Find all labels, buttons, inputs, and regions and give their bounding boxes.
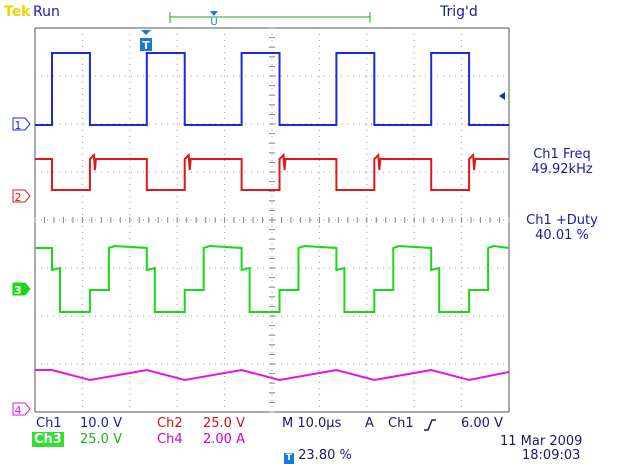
time-readout: 18:09:03 (522, 448, 581, 463)
trigger-point-icon: T (140, 30, 152, 52)
trigger-level-icon (499, 92, 505, 100)
ch2-scale-value: 25.0 V (203, 416, 245, 431)
trigger-status: Trig'd (440, 4, 478, 20)
ch4-ground-marker: 4 (12, 402, 31, 417)
record-view-indicator (169, 12, 371, 23)
measurement-name: Ch1 +Duty (526, 213, 598, 228)
ch4-waveform (35, 368, 510, 382)
ch2-ground-marker: 2 (12, 189, 31, 204)
ch3-ground-marker: 3 (12, 282, 31, 297)
ch1-scale-value: 10.0 V (80, 416, 122, 431)
measurement-value: 49.92kHz (531, 162, 593, 177)
measurement-ch1-duty: Ch1 +Duty 40.01 % (502, 213, 622, 243)
ch2-waveform (35, 152, 509, 191)
ch4-scale-label: Ch4 (157, 432, 183, 447)
brand-label: Tek (4, 4, 31, 20)
ch3-scale-value: 25.0 V (80, 432, 122, 447)
ch1-waveform (35, 52, 509, 126)
trigger-level: 6.00 V (461, 416, 503, 431)
acquisition-state: Run (33, 4, 60, 20)
ch4-scale-value: 2.00 A (203, 432, 245, 447)
ch3-scale-label: Ch3 (32, 432, 64, 447)
trigger-position-readout: T 23.80 % (284, 448, 352, 464)
graticule (34, 27, 510, 413)
ch1-ground-marker: 1 (12, 117, 31, 132)
measurement-name: Ch1 Freq (533, 147, 591, 162)
measurement-ch1-freq: Ch1 Freq 49.92kHz (502, 147, 622, 177)
svg-text:U: U (210, 17, 217, 28)
date-readout: 11 Mar 2009 (500, 434, 583, 449)
svg-text:4: 4 (15, 404, 22, 417)
svg-text:2: 2 (15, 191, 22, 204)
trigger-position-marker-top: U (210, 11, 218, 28)
rising-edge-icon (424, 419, 436, 431)
ch1-scale-readout: Ch1 (36, 416, 62, 431)
svg-text:T: T (142, 39, 150, 52)
ch3-waveform (35, 244, 510, 313)
trigger-position-icon: T (284, 453, 294, 464)
svg-text:3: 3 (14, 284, 22, 297)
trigger-position-value: 23.80 % (298, 448, 352, 463)
svg-text:1: 1 (15, 119, 22, 132)
ch2-scale-label: Ch2 (157, 416, 183, 431)
status-bar: Tek Run Trig'd (0, 0, 627, 28)
measurement-value: 40.01 % (535, 228, 589, 243)
timebase-readout: M 10.0µs (282, 416, 342, 431)
trigger-mode: A (365, 416, 374, 431)
trigger-source: Ch1 (388, 416, 414, 431)
